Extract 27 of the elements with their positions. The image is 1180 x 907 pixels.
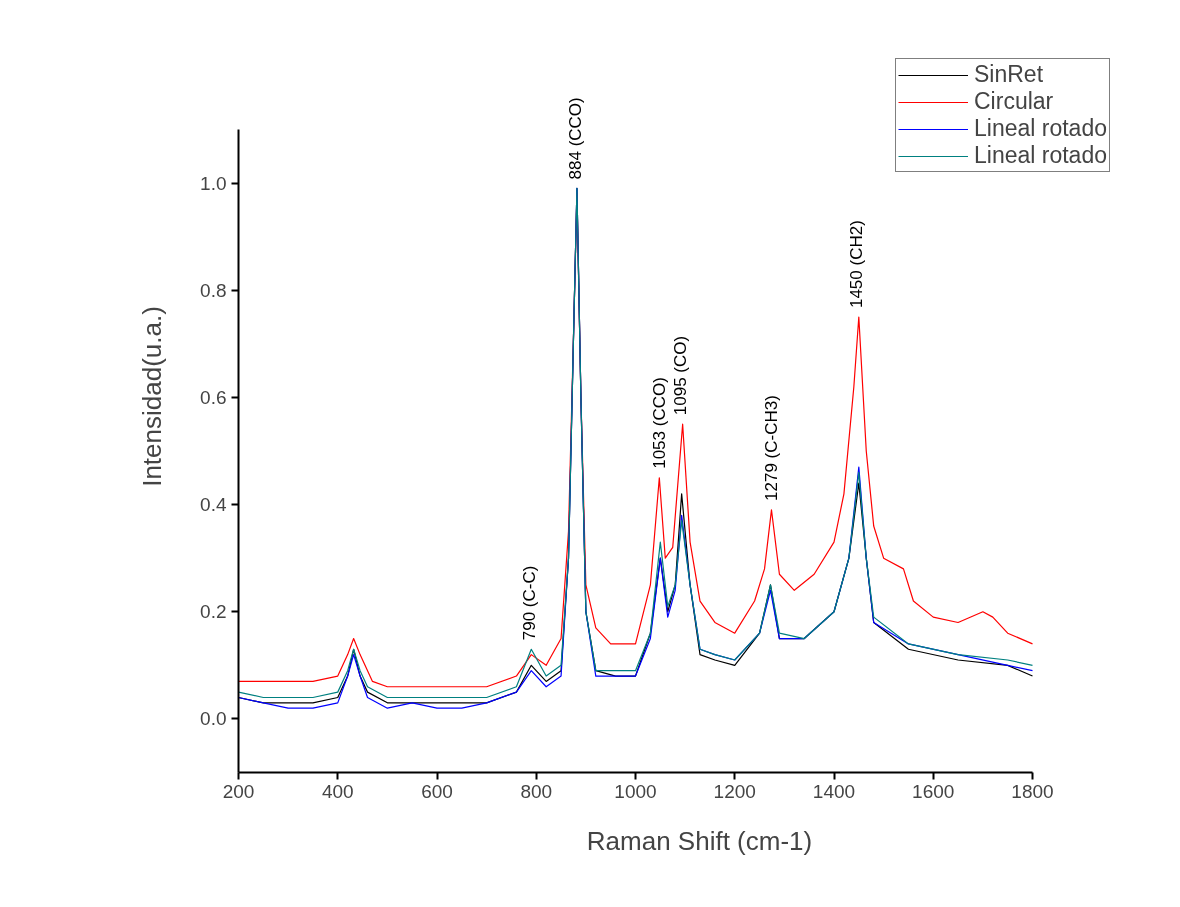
x-tick-label: 400 [321,780,354,802]
annotation: 1053 (CCO) [650,377,670,469]
y-tick-label: 1.0 [200,172,227,194]
x-tick-label: 800 [520,780,553,802]
y-axis-title: Intensidad(u.a.) [137,306,168,487]
annotation: 1279 (C-CH3) [762,395,782,501]
legend-label: Lineal rotado [974,115,1107,142]
legend-label: Circular [974,88,1054,115]
x-axis-title: Raman Shift (cm-1) [586,825,813,856]
x-tick-label: 1200 [713,780,756,802]
legend-label: SinRet [974,61,1044,88]
y-tick-label: 0.0 [200,708,227,730]
y-tick-label: 0.6 [200,386,227,408]
y-tick-label: 0.8 [200,279,227,301]
legend-label: Lineal rotado [974,142,1107,169]
x-tick-label: 1800 [1011,780,1054,802]
x-tick-label: 1000 [614,780,657,802]
annotation: 790 (C-C) [519,565,539,641]
annotation: 884 (CCO) [566,97,586,180]
x-tick-label: 600 [421,780,453,802]
annotation: 1450 (CH2) [847,220,867,309]
annotation: 1095 (CO) [671,335,691,416]
y-tick-label: 0.4 [200,494,227,516]
y-tick-label: 0.2 [200,601,227,623]
x-tick-label: 200 [222,780,255,802]
x-tick-label: 1400 [812,780,856,802]
x-tick-label: 1600 [912,780,955,802]
